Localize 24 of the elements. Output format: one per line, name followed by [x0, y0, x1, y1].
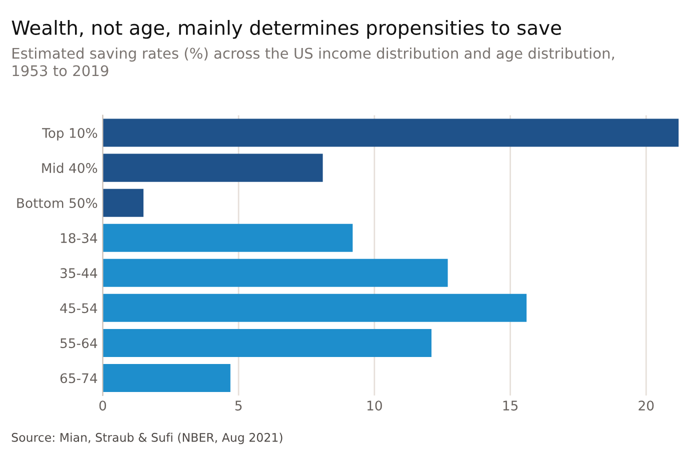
y-tick-label: 45-54	[60, 303, 98, 314]
bar	[102, 258, 448, 287]
source-note: Source: Mian, Straub & Sufi (NBER, Aug 2021)	[12, 432, 282, 444]
bar	[102, 118, 679, 147]
y-tick-label: Top 10%	[42, 128, 98, 141]
bar	[102, 328, 432, 357]
x-tick-label: 20	[638, 400, 654, 411]
bar	[102, 188, 144, 217]
bar	[102, 154, 323, 182]
x-tick-label: 15	[503, 400, 518, 411]
chart-title: Wealth, not age, mainly determines propensities to save	[12, 20, 561, 39]
y-tick-label: Bottom 50%	[17, 198, 98, 208]
y-tick-label: 55-64	[60, 338, 98, 348]
x-tick-label: 10	[367, 400, 382, 411]
x-tick-label: 0	[99, 400, 106, 411]
bar	[102, 294, 527, 322]
y-tick-label: 35-44	[60, 268, 98, 278]
y-tick-label: 65-74	[60, 373, 98, 384]
bar	[102, 224, 353, 252]
y-tick-label: Mid 40%	[42, 162, 98, 174]
x-tick-label: 5	[235, 400, 242, 411]
chart-subtitle: Estimated saving rates (%) across the US income distribution and age distribution, 1953 to 2019	[12, 48, 614, 76]
y-tick-label: 18-34	[60, 233, 98, 244]
bar	[102, 364, 230, 392]
